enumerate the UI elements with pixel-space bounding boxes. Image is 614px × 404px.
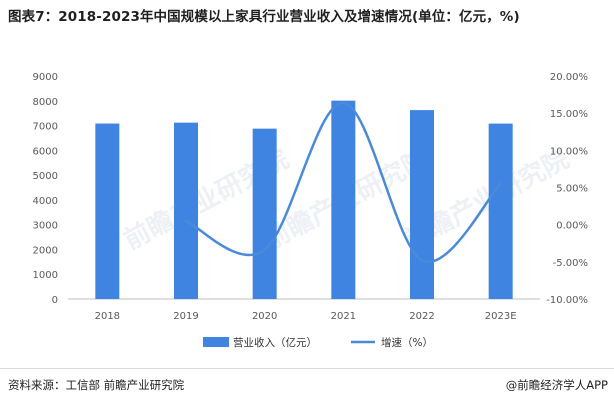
y-left-tick-label: 6000 [33,146,58,157]
bar-revenue-2021 [331,100,356,299]
x-tick-label: 2022 [409,311,434,322]
brand-label: @前瞻经济学人APP [505,378,608,392]
y-left-tick-label: 5000 [33,171,58,182]
y-left-tick-label: 4000 [33,196,58,207]
y-left-tick-label: 8000 [33,97,58,108]
y-right-tick-label: -10.00% [546,295,588,306]
bar-revenue-2023E [488,123,513,299]
y-left-tick-label: 3000 [33,221,58,232]
y-right-tick-label: 10.00% [550,146,588,157]
y-right-tick-label: 0.00% [556,221,588,232]
bar-revenue-2019 [174,122,198,299]
x-tick-label: 2021 [331,311,356,322]
x-tick-label: 2020 [252,311,277,322]
x-tick-label: 2019 [173,311,198,322]
y-right-tick-label: 15.00% [550,109,588,120]
source-note: 资料来源：工信部 前瞻产业研究院 [8,378,185,392]
x-tick-label: 2018 [95,311,120,322]
y-left-tick-label: 7000 [33,122,58,133]
bar-revenue-2018 [95,123,120,299]
x-tick-label: 2023E [485,311,517,322]
divider [0,368,614,369]
bar-revenue-2020 [252,128,277,299]
line-growth-rate [184,101,502,264]
y-right-tick-label: -5.00% [553,258,588,269]
y-right-tick-label: 20.00% [550,72,588,83]
y-left-tick-label: 9000 [33,72,58,83]
legend-label-revenue: 营业收入（亿元） [233,336,317,349]
bar-revenue-2022 [410,110,434,299]
legend-label-growth: 增速（%） [381,336,433,349]
y-left-tick-label: 0 [52,295,58,306]
y-right-tick-label: 5.00% [556,184,588,195]
legend-swatch-revenue [203,337,229,347]
chart-title: 图表7：2018-2023年中国规模以上家具行业营业收入及增速情况(单位：亿元，… [8,9,520,25]
y-left-tick-label: 2000 [33,245,58,256]
y-left-tick-label: 1000 [33,270,58,281]
